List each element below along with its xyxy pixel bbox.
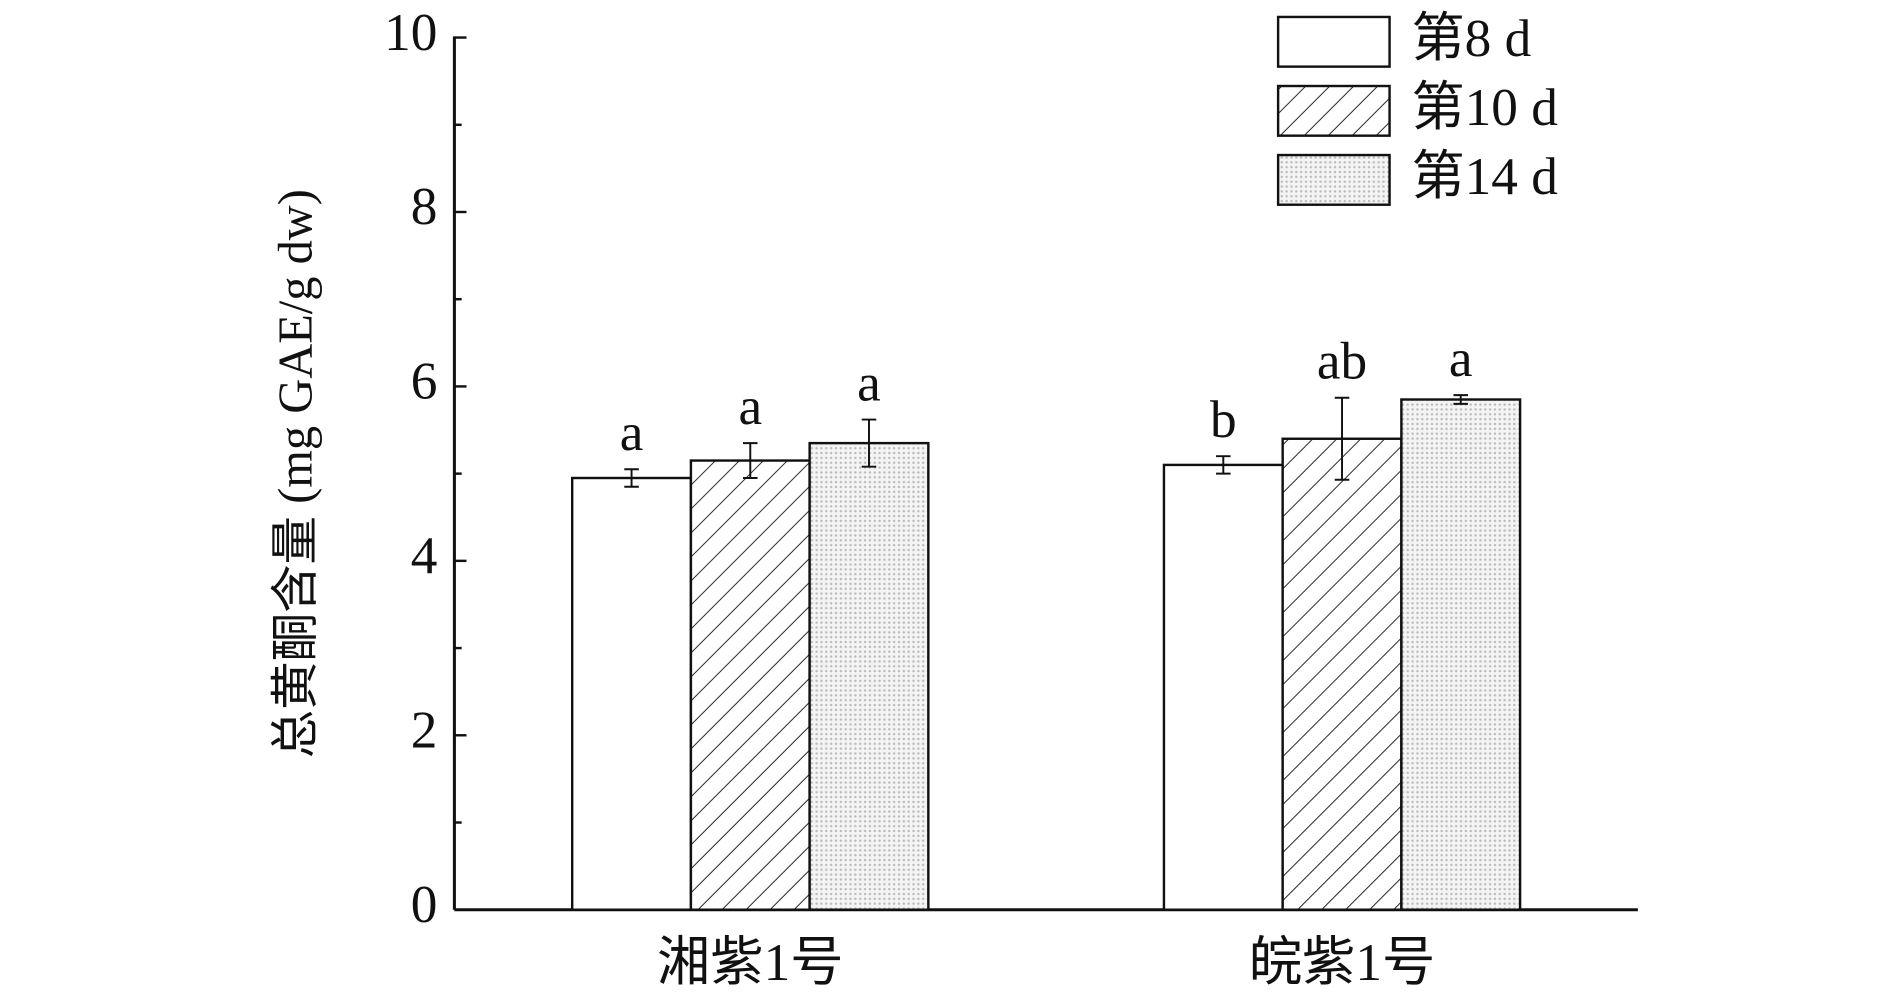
y-tick-label: 0 <box>411 875 438 934</box>
bar <box>570 476 693 911</box>
significance-label: a <box>620 403 644 462</box>
legend-swatch <box>1276 153 1391 206</box>
x-tick-label: 皖紫1号 <box>1249 933 1436 992</box>
error-bar <box>1216 455 1231 475</box>
bar <box>1281 437 1403 911</box>
error-bar <box>1453 394 1469 405</box>
significance-label: ab <box>1317 331 1367 390</box>
error-bar <box>861 418 877 468</box>
x-tick-label: 湘紫1号 <box>657 933 844 992</box>
bar <box>689 459 811 911</box>
error-bar <box>624 468 639 488</box>
error-bar <box>1334 396 1350 481</box>
significance-label: a <box>1449 329 1473 388</box>
y-tick-label: 6 <box>411 352 438 411</box>
significance-label: a <box>857 353 881 412</box>
y-axis-label: 总黄酮含量 (mg GAE/g dw) <box>270 189 323 758</box>
legend-swatch <box>1276 15 1391 68</box>
y-tick-label: 2 <box>411 701 438 760</box>
bar <box>1400 398 1522 911</box>
y-tick-label: 10 <box>384 3 437 62</box>
legend-swatch <box>1276 84 1391 137</box>
significance-label: b <box>1210 390 1237 449</box>
legend-label: 第8 d <box>1411 9 1531 68</box>
significance-label: a <box>738 377 762 436</box>
bar <box>1162 463 1284 911</box>
y-tick-label: 4 <box>411 526 438 585</box>
error-bar <box>743 442 758 479</box>
legend-label: 第10 d <box>1411 78 1558 137</box>
y-tick-label: 8 <box>411 177 438 236</box>
bar <box>808 441 930 911</box>
legend-label: 第14 d <box>1411 147 1558 206</box>
